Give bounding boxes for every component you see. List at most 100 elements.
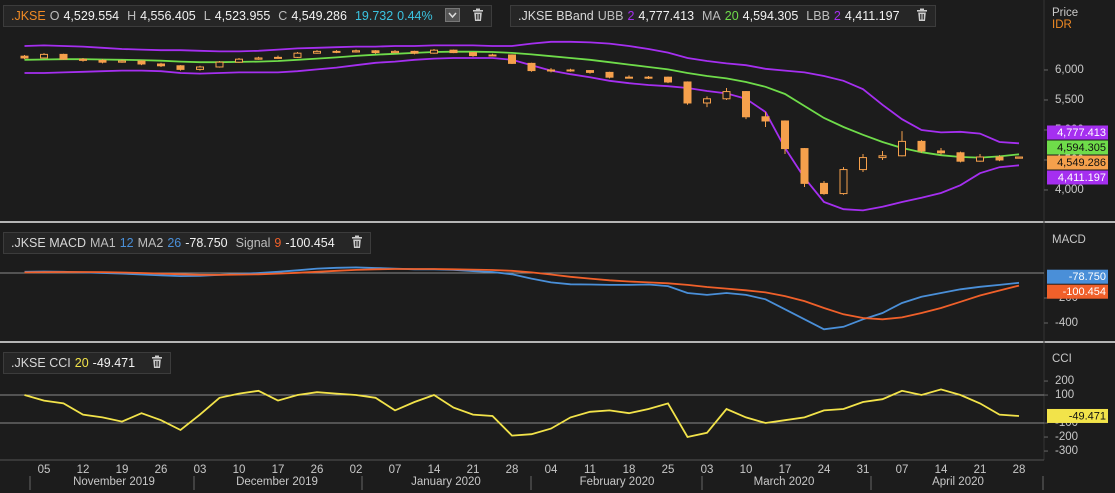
x-tick-label: 10 [740, 464, 753, 476]
y-axis-title: Price [1052, 7, 1078, 19]
series-param: 9 [274, 236, 282, 250]
delete-button[interactable] [916, 8, 928, 25]
handle[interactable] [354, 235, 359, 237]
param-name: MA2 [137, 236, 164, 250]
value-tag [1047, 170, 1108, 185]
candle-body [605, 71, 614, 78]
delete-button-glyph[interactable] [151, 355, 163, 369]
x-tick-label: 28 [1013, 464, 1026, 476]
candle-body [742, 91, 750, 118]
chevron[interactable] [448, 12, 457, 18]
lid[interactable] [472, 9, 483, 12]
candle-body [488, 54, 497, 57]
candle-body [898, 140, 906, 157]
candle-body [937, 150, 945, 154]
candle-body [59, 53, 68, 60]
candle-body [469, 52, 477, 57]
cci-legend: .JKSE CCI 20 -49.471 [3, 352, 172, 374]
series-value: 4,594.305 [742, 9, 799, 23]
candle-body [410, 50, 419, 54]
candle-body [956, 152, 965, 162]
bin-lines[interactable] [354, 240, 359, 247]
bin-lines[interactable] [475, 13, 480, 20]
indicator-line [24, 268, 1020, 321]
series-param: 20 [724, 9, 739, 23]
x-tick-label: 26 [155, 464, 168, 476]
bin-lines[interactable] [919, 13, 924, 20]
series-value: 4,777.413 [638, 9, 695, 23]
x-tick-label: 05 [38, 464, 51, 476]
candle-body [274, 56, 282, 59]
series-name: MA [702, 9, 721, 23]
x-tick-label: 19 [116, 464, 129, 476]
candle-body [976, 156, 984, 162]
candle-body [98, 59, 107, 63]
delete-button[interactable] [151, 355, 163, 372]
delete-button-glyph[interactable] [351, 235, 363, 249]
value-tag-label: 4,777.413 [1057, 127, 1106, 139]
month-label: April 2020 [932, 476, 984, 488]
value-tag [1047, 125, 1108, 140]
indicator-line [24, 388, 1020, 439]
series-value: 4,411.197 [844, 9, 900, 23]
delete-button[interactable] [351, 235, 363, 252]
candle-body [293, 52, 302, 58]
candle-body [215, 61, 224, 68]
x-tick-label: 17 [272, 464, 285, 476]
delete-button[interactable] [472, 8, 484, 25]
handle[interactable] [155, 355, 160, 357]
x-tick-label: 14 [935, 464, 948, 476]
param-value: 26 [167, 236, 182, 250]
candle-body [1015, 156, 1023, 159]
y-tick-label: -400 [1055, 317, 1078, 329]
handle[interactable] [919, 8, 924, 10]
y-tick-label: 4,000 [1055, 184, 1084, 196]
bin-lines[interactable] [155, 360, 159, 367]
delete-button-glyph[interactable] [472, 8, 484, 22]
band-line [24, 40, 1020, 145]
x-tick-label: 10 [233, 464, 246, 476]
candle-body [995, 156, 1004, 161]
handle[interactable] [475, 8, 480, 10]
candle-body [449, 49, 458, 54]
dropdown-box[interactable] [444, 7, 460, 22]
lid[interactable] [916, 9, 927, 12]
value-tag [1047, 284, 1108, 299]
lid[interactable] [351, 236, 362, 239]
lid[interactable] [152, 356, 163, 359]
x-tick-label: 24 [818, 464, 831, 476]
change-pct: 0.44% [397, 9, 433, 23]
band-line [24, 57, 1020, 212]
x-tick-label: 26 [311, 464, 324, 476]
change: 19.732 [354, 9, 394, 23]
x-tick-label: 03 [194, 464, 207, 476]
x-tick-label: 04 [545, 464, 558, 476]
month-label: November 2019 [73, 476, 155, 488]
dropdown-button-glyph[interactable] [444, 7, 460, 22]
y-axis-unit: IDR [1052, 19, 1072, 31]
candle-body [703, 98, 711, 104]
x-tick-label: 17 [779, 464, 792, 476]
month-label: December 2019 [236, 476, 318, 488]
series-name: Signal [235, 236, 271, 250]
y-axis-title: CCI [1052, 353, 1072, 365]
series-value: -100.454 [285, 236, 335, 250]
candle-body [527, 62, 536, 72]
param-value: 12 [119, 236, 134, 250]
series-name: LBB [806, 9, 830, 23]
candle-body [430, 49, 438, 54]
candle-body [371, 50, 380, 54]
x-tick-label: 21 [974, 464, 987, 476]
candle-body [820, 182, 828, 195]
value-tag-label: -78.750 [1069, 271, 1106, 283]
delete-button-glyph[interactable] [916, 8, 928, 22]
dropdown-button[interactable] [444, 7, 460, 25]
candle-body [352, 50, 360, 53]
ohlc-key: O [49, 9, 60, 23]
series-value: -78.750 [185, 236, 228, 250]
candle-body [196, 66, 204, 70]
value-tag-label: -100.454 [1063, 286, 1106, 298]
x-tick-label: 25 [662, 464, 675, 476]
y-tick-label: 200 [1055, 375, 1074, 387]
value-tag-label: 4,411.197 [1058, 172, 1106, 184]
